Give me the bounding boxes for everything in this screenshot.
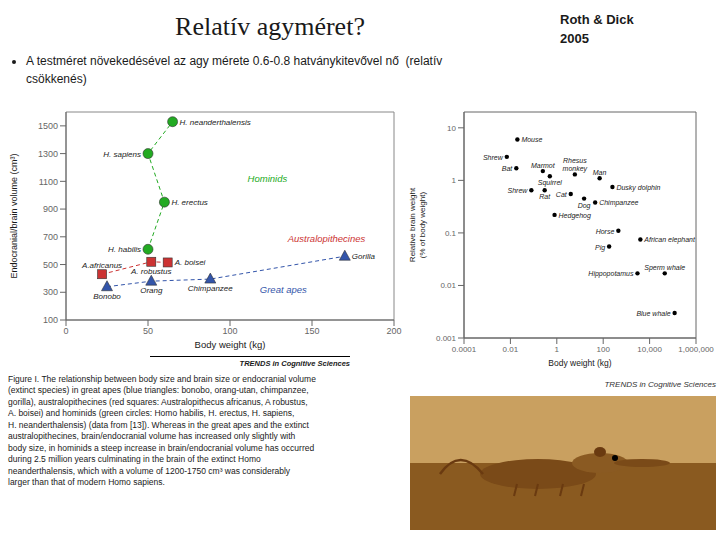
html-text:Body weight (kg): Body weight (kg) [194,339,266,350]
svg-text:1500: 1500 [38,121,58,131]
svg-text:Hedgehog: Hedgehog [559,211,591,219]
svg-text:A.africanus: A.africanus [81,261,122,270]
html-text:Relative brain weight (% of bo: Relative brain weight (% of body weight) [408,187,427,263]
svg-text:Bat: Bat [502,165,514,172]
svg-text:500: 500 [43,260,58,270]
svg-text:0.0001: 0.0001 [452,345,477,354]
svg-text:H. sapiens: H. sapiens [103,149,141,158]
svg-text:Blue whale: Blue whale [636,309,670,316]
svg-text:Australopithecines: Australopithecines [287,233,366,244]
svg-text:200: 200 [386,326,401,336]
svg-text:H. habilis: H. habilis [108,245,141,254]
svg-text:Chimpanzee: Chimpanzee [188,284,233,293]
svg-text:H. neanderthalensis: H. neanderthalensis [180,117,251,126]
svg-text:H. erectus: H. erectus [171,198,207,207]
svg-text:700: 700 [43,232,58,242]
svg-text:1: 1 [452,176,457,185]
svg-text:50: 50 [143,326,153,336]
html-text:Roth & Dick: Roth & Dick [560,12,634,27]
svg-text:A. boisei: A. boisei [174,258,206,267]
svg-text:Dog: Dog [578,201,591,209]
html-text:A testméret növekedésével az a: A testméret növekedésével az agy mérete … [26,54,443,86]
svg-text:African elephant: African elephant [643,236,696,244]
svg-text:10,000: 10,000 [637,345,662,354]
svg-text:1300: 1300 [38,149,58,159]
svg-text:300: 300 [43,287,58,297]
svg-text:Man: Man [593,169,607,176]
svg-text:150: 150 [304,326,319,336]
svg-text:0: 0 [63,326,68,336]
svg-text:0.01: 0.01 [440,281,456,290]
svg-text:Cat: Cat [556,191,568,198]
svg-text:0.1: 0.1 [445,229,457,238]
svg-text:Horse: Horse [596,227,615,234]
svg-text:Rat: Rat [539,193,551,200]
svg-text:100: 100 [597,345,611,354]
svg-text:0.01: 0.01 [503,345,519,354]
html-text:Body weight (kg): Body weight (kg) [548,358,612,368]
html-text:2005: 2005 [560,31,589,46]
html-text:Endocranial/brain volume (cm³): Endocranial/brain volume (cm³) [9,153,19,279]
svg-text:10: 10 [447,124,456,133]
svg-text:Squirrel: Squirrel [538,179,563,187]
svg-text:Shrew: Shrew [483,153,504,160]
svg-text:100: 100 [222,326,237,336]
svg-text:1100: 1100 [39,177,58,187]
svg-text:Great apes: Great apes [260,284,307,295]
html-text:TRENDS in Cognitive Sciences: TRENDS in Cognitive Sciences [604,380,716,389]
svg-text:100: 100 [43,315,58,325]
svg-text:Dusky dolphin: Dusky dolphin [616,183,660,191]
svg-text:Shrew: Shrew [508,187,529,194]
svg-text:Gorilla: Gorilla [352,252,376,261]
html-text:Figure I. The relationship bet: Figure I. The relationship between body … [8,374,316,488]
svg-text:Hominids: Hominids [248,173,288,184]
svg-text:Rhesusmonkey: Rhesusmonkey [563,157,588,173]
svg-text:Marmot: Marmot [531,162,556,169]
svg-text:Mouse: Mouse [521,136,542,143]
svg-text:Sperm whale: Sperm whale [644,264,685,272]
svg-text:900: 900 [43,204,58,214]
svg-text:Orang: Orang [140,286,163,295]
html-text:TRENDS in Cognitive Sciences: TRENDS in Cognitive Sciences [239,359,350,368]
svg-text:A. robustus: A. robustus [130,266,171,275]
svg-text:Hippopotamus: Hippopotamus [588,270,634,278]
html-text:Relatív agyméret?: Relatív agyméret? [175,12,365,41]
svg-text:Chimpanzee: Chimpanzee [599,199,638,207]
svg-text:Bonobo: Bonobo [93,291,121,300]
svg-text:1: 1 [555,345,560,354]
svg-text:0.001: 0.001 [436,334,457,343]
svg-text:1,000,000: 1,000,000 [678,345,712,354]
svg-text:Pig: Pig [595,243,605,251]
